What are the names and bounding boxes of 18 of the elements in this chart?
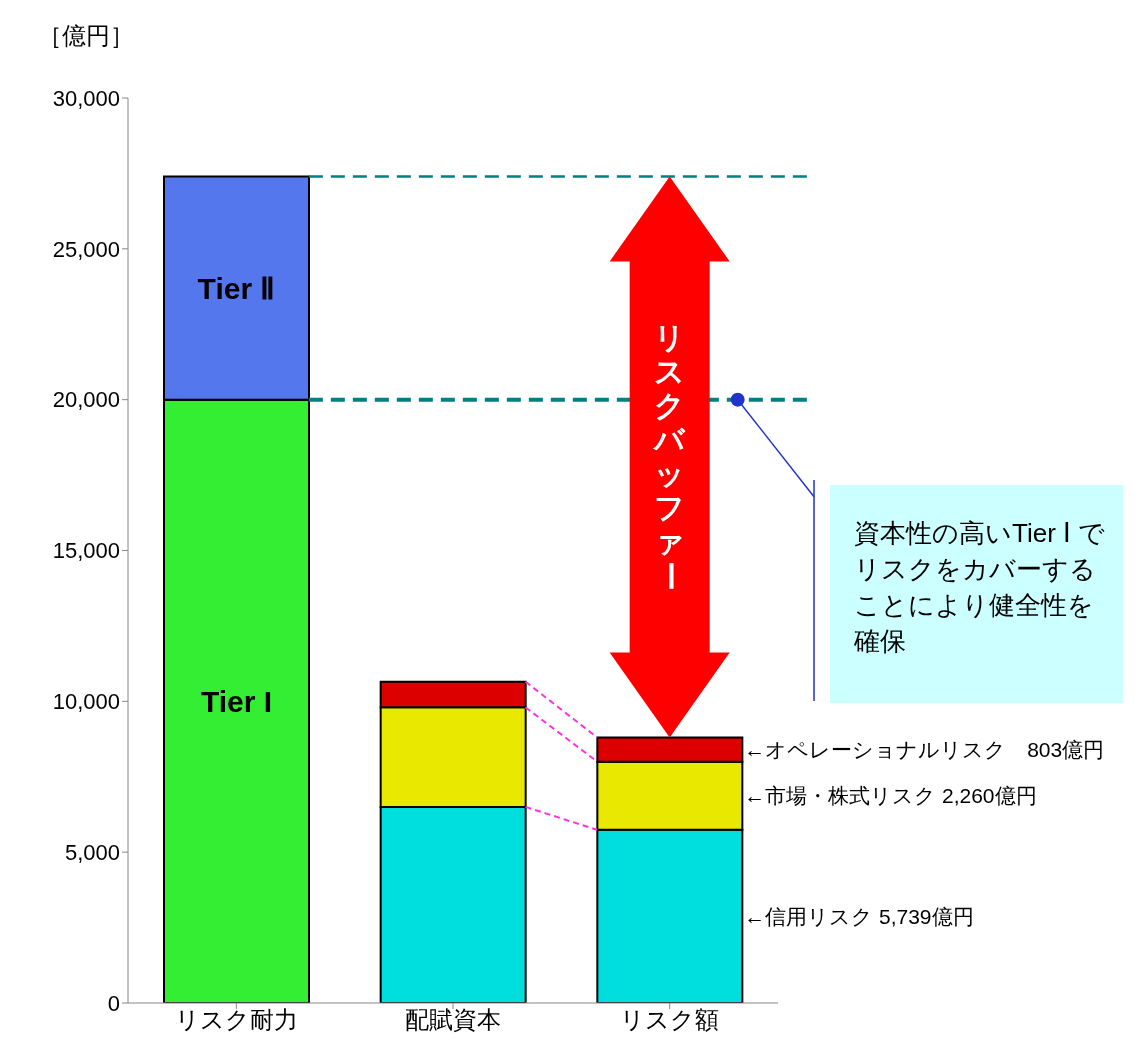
series-label: Tier Ⅱ — [197, 271, 276, 305]
y-tick-label: 30,000 — [52, 85, 120, 111]
y-tick-label: 20,000 — [52, 387, 120, 413]
y-tick-label: 0 — [107, 990, 120, 1016]
y-tick-label: 5,000 — [64, 839, 120, 865]
y-tick-label: 10,000 — [52, 689, 120, 715]
x-tick-label: リスク額 — [620, 1006, 720, 1034]
y-tick-label: 15,000 — [52, 538, 120, 564]
annotation: ←オペレーショナルリスク 803億円 — [744, 738, 1105, 762]
annotation: ←市場・株式リスク 2,260億円 — [744, 784, 1037, 808]
annotation: ←信用リスク 5,739億円 — [744, 904, 974, 928]
y-tick-label: 25,000 — [52, 236, 120, 262]
x-tick-label: 配賦資本 — [405, 1006, 501, 1034]
y-axis-title: ［億円］ — [38, 22, 134, 49]
series-label: Tier I — [200, 684, 273, 718]
x-tick-label: リスク耐力 — [174, 1006, 298, 1034]
text: 資本性の高いTier Ⅰ でリスクをカバーすることにより健全性を確保 — [830, 485, 1123, 703]
annotation: リスクバッファー — [652, 320, 687, 591]
